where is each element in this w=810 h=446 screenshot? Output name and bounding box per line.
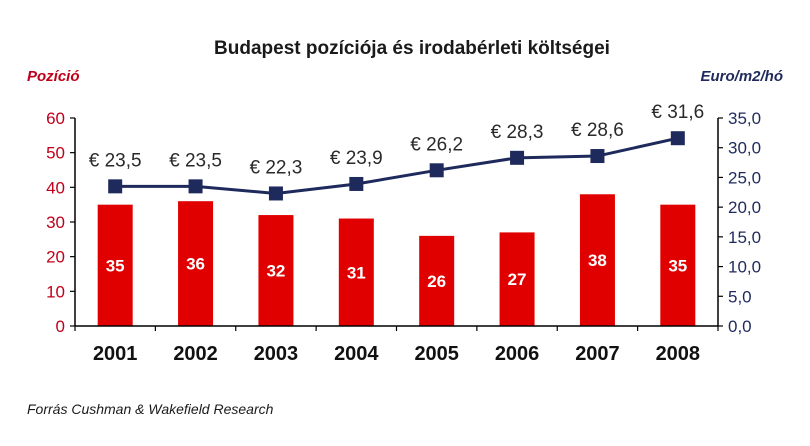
price-marker [268, 186, 283, 201]
right-axis-title: Euro/m2/hó [700, 68, 783, 85]
price-label: € 23,5 [89, 150, 142, 171]
bar-label: 27 [508, 270, 527, 289]
x-tick-label: 2003 [254, 343, 299, 365]
price-marker [590, 149, 605, 164]
x-tick-label: 2006 [495, 343, 540, 365]
x-tick-label: 2002 [173, 343, 218, 365]
labels-group: 35 36 32 31 26 27 38 35 € 23,5 € 23,5 € 22,3 € 23,9… [89, 102, 704, 291]
bar-label: 36 [186, 255, 205, 274]
right-tick-label: 35,0 [728, 109, 761, 128]
right-tick-label: 25,0 [728, 168, 761, 187]
price-line [115, 136, 679, 195]
left-tick-label: 30 [46, 213, 65, 232]
left-tick-label: 40 [46, 178, 65, 197]
price-label: € 31,6 [651, 102, 704, 123]
bar [579, 194, 615, 326]
price-marker [349, 176, 364, 191]
bar-label: 26 [427, 272, 446, 291]
bar [419, 235, 455, 326]
bars-group [97, 194, 696, 326]
price-marker [510, 150, 525, 165]
price-label: € 22,3 [250, 157, 303, 178]
left-tick-label: 50 [46, 144, 65, 163]
chart-title: Budapest pozíciója és irodabérleti költs… [214, 38, 610, 59]
bar [258, 215, 294, 326]
x-tick-label: 2004 [334, 343, 379, 365]
left-tick-label: 20 [46, 248, 65, 267]
price-marker [429, 163, 444, 178]
bar [660, 204, 696, 326]
price-label: € 28,6 [571, 120, 624, 141]
price-marker [108, 179, 123, 194]
bar-label: 31 [347, 263, 366, 282]
price-label: € 23,5 [169, 150, 222, 171]
left-tick-label: 60 [46, 109, 65, 128]
bar [97, 204, 133, 326]
price-marker [188, 179, 203, 194]
bar-label: 38 [588, 251, 607, 270]
bar-label: 35 [668, 256, 687, 275]
price-label: € 28,3 [491, 122, 544, 143]
right-tick-label: 30,0 [728, 139, 761, 158]
right-tick-label: 5,0 [728, 287, 752, 306]
line-group [108, 131, 685, 201]
source-note: Forrás Cushman & Wakefield Research [27, 401, 274, 417]
x-tick-label: 2001 [93, 343, 138, 365]
price-marker [670, 131, 685, 146]
x-tick-label: 2005 [414, 343, 459, 365]
bar [499, 232, 535, 326]
bar [338, 218, 374, 326]
right-tick-label: 20,0 [728, 198, 761, 217]
bar-label: 35 [106, 256, 125, 275]
axes-group: 0 10 20 30 40 50 60 0,0 5,0 10,0 15,0 20,0 25,0 30,0 3… [46, 109, 761, 365]
price-label: € 26,2 [410, 134, 463, 155]
left-axis-title: Pozíció [27, 68, 80, 85]
right-tick-label: 15,0 [728, 228, 761, 247]
left-tick-label: 0 [56, 317, 65, 336]
right-tick-label: 10,0 [728, 258, 761, 277]
x-tick-label: 2007 [575, 343, 620, 365]
x-tick-label: 2008 [656, 343, 701, 365]
price-label: € 23,9 [330, 148, 383, 169]
bar-label: 32 [266, 262, 285, 281]
right-tick-label: 0,0 [728, 317, 752, 336]
left-tick-label: 10 [46, 282, 65, 301]
bar [178, 201, 214, 326]
